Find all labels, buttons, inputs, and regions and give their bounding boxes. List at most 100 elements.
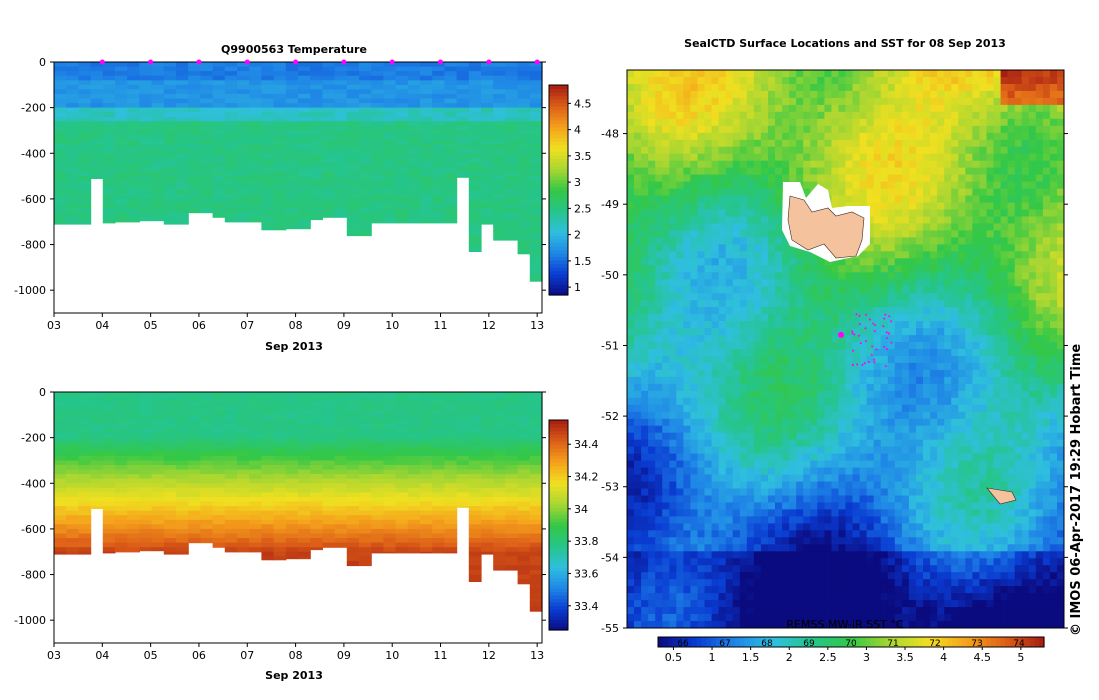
heatmap-cell (310, 93, 323, 100)
heatmap-cell (127, 89, 140, 95)
heatmap-cell (102, 492, 116, 498)
sst-cell (1021, 153, 1030, 162)
sst-cell (725, 139, 734, 148)
sst-cell (916, 84, 924, 92)
heatmap-cell (468, 62, 482, 68)
heatmap-cell (383, 217, 397, 223)
heatmap-cell (481, 212, 494, 218)
colorbar-segment (549, 281, 568, 286)
sst-cell (979, 174, 987, 183)
heatmap-cell (322, 171, 336, 177)
heatmap-cell (115, 437, 128, 443)
heatmap-cell (163, 116, 177, 122)
heatmap-cell (407, 71, 421, 77)
heatmap-cell (407, 469, 421, 475)
sst-cell (979, 272, 987, 280)
heatmap-cell (505, 506, 519, 512)
heatmap-cell (78, 112, 92, 118)
heatmap-cell (517, 410, 531, 416)
sst-cell (923, 139, 931, 148)
heatmap-cell (102, 176, 116, 182)
sst-cell (972, 132, 980, 141)
heatmap-cell (224, 75, 238, 81)
heatmap-cell (115, 455, 128, 462)
sst-cell (803, 125, 811, 134)
sst-cell (725, 181, 734, 190)
sst-cell (1057, 272, 1065, 280)
heatmap-cell (420, 167, 433, 173)
sst-cell (1028, 104, 1037, 113)
sst-cell (789, 84, 797, 92)
heatmap-cell (237, 185, 250, 191)
heatmap-cell (456, 492, 470, 498)
heatmap-cell (493, 221, 506, 227)
sst-cell (958, 132, 966, 141)
sst-cell (768, 174, 776, 183)
y-tick-label: 0 (39, 56, 46, 69)
sst-cell (951, 84, 959, 92)
sst-cell (810, 174, 818, 183)
heatmap-cell (261, 469, 275, 475)
sst-cell (951, 223, 959, 231)
sst-cell (972, 265, 980, 273)
sst-cell (873, 230, 882, 238)
heatmap-cell (359, 442, 372, 448)
sst-cell (725, 97, 734, 106)
sst-cell (887, 195, 896, 204)
heatmap-cell (395, 153, 409, 159)
sst-cell (831, 146, 839, 155)
heatmap-cell (310, 465, 323, 471)
heatmap-cell (249, 396, 262, 402)
heatmap-cell (273, 437, 287, 443)
sst-cell (1049, 265, 1058, 273)
heatmap-cell (151, 198, 165, 205)
heatmap-cell (310, 437, 323, 443)
heatmap-cell (163, 465, 177, 471)
sst-cell (676, 244, 684, 252)
sst-cell (803, 111, 811, 120)
heatmap-cell (407, 153, 421, 159)
heatmap-cell (261, 98, 275, 104)
heatmap-cell (420, 176, 433, 182)
sst-cell (923, 209, 931, 217)
heatmap-cell (249, 66, 262, 72)
sst-cell (908, 111, 917, 120)
heatmap-cell (359, 230, 372, 237)
heatmap-cell (371, 80, 384, 86)
sst-cell (789, 111, 797, 120)
sst-cell (655, 279, 663, 287)
sst-cell (894, 181, 903, 190)
sst-cell (838, 272, 846, 280)
heatmap-cell (54, 483, 67, 489)
colorbar-segment (549, 588, 568, 593)
heatmap-cell (176, 62, 189, 68)
heatmap-cell (249, 208, 262, 214)
heatmap-cell (90, 162, 104, 168)
sst-cell (810, 104, 818, 113)
heatmap-cell (66, 66, 79, 72)
heatmap-cell (273, 419, 287, 425)
heatmap-cell (407, 217, 421, 223)
heatmap-cell (237, 401, 250, 407)
heatmap-cell (54, 66, 67, 72)
heatmap-cell (298, 167, 311, 173)
heatmap-cell (346, 176, 360, 182)
heatmap-cell (273, 433, 287, 439)
heatmap-cell (285, 226, 299, 230)
heatmap-cell (395, 84, 409, 90)
heatmap-cell (517, 135, 531, 141)
colorbar-segment (549, 183, 568, 188)
sst-cell (972, 223, 980, 231)
sst-cell (1035, 104, 1044, 113)
heatmap-cell (456, 167, 470, 173)
sst-cell (810, 70, 818, 78)
heatmap-cell (273, 497, 287, 503)
heatmap-cell (273, 551, 287, 557)
sst-cell (648, 97, 656, 106)
sst-cell (880, 167, 889, 176)
heatmap-cell (334, 428, 348, 434)
heatmap-cell (261, 80, 275, 86)
sst-cell (669, 223, 677, 231)
heatmap-cell (493, 98, 506, 104)
sst-cell (944, 265, 952, 273)
